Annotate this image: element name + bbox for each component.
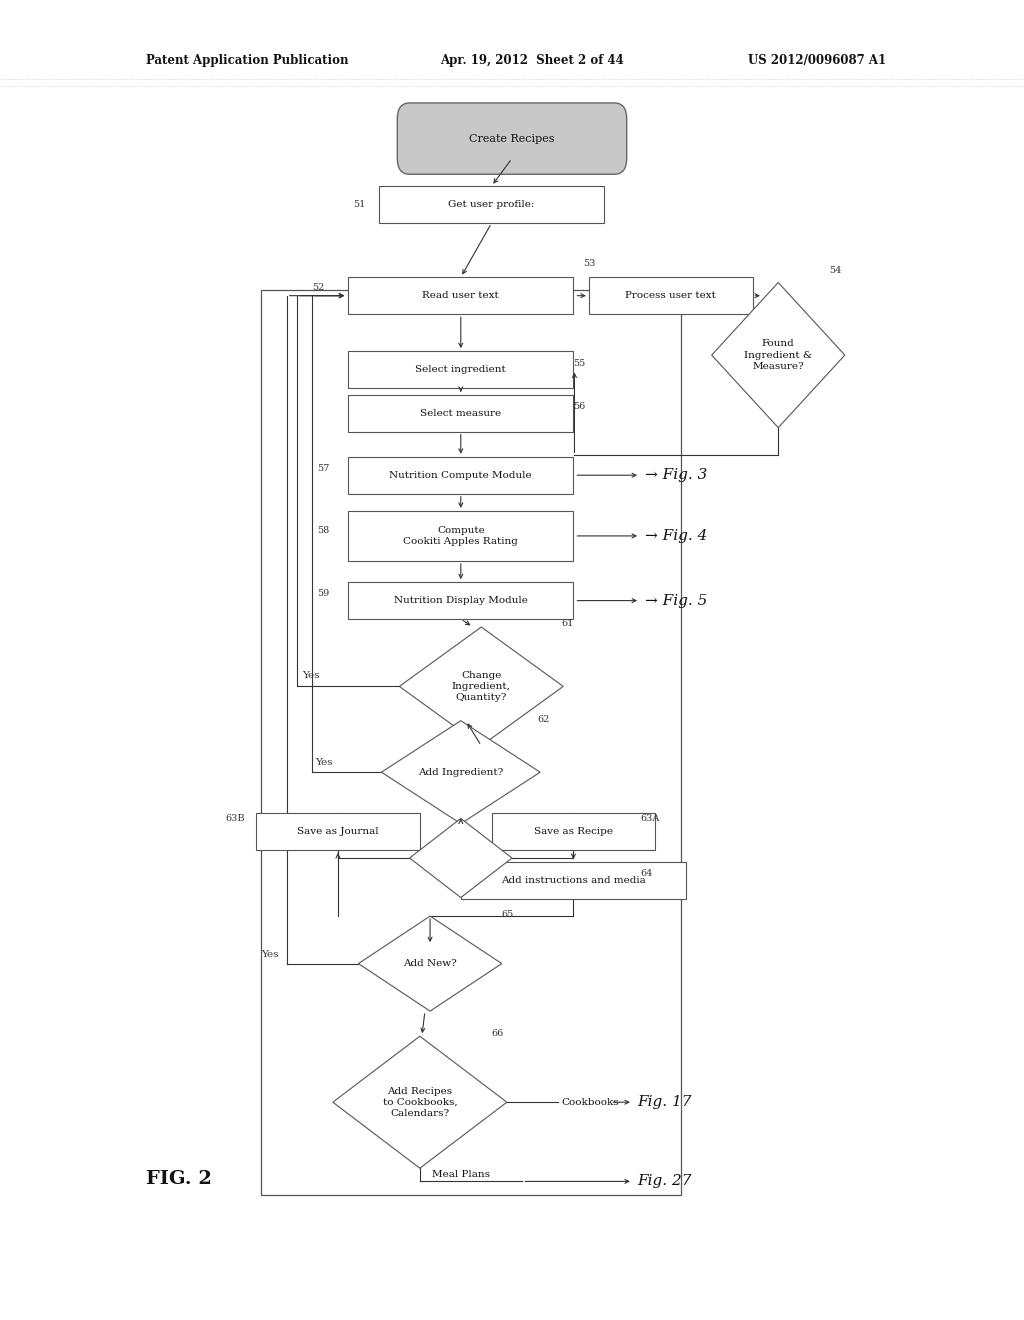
Text: Select ingredient: Select ingredient — [416, 366, 506, 374]
FancyBboxPatch shape — [348, 582, 573, 619]
FancyBboxPatch shape — [348, 277, 573, 314]
Text: 56: 56 — [573, 403, 586, 411]
Polygon shape — [410, 818, 512, 898]
Text: 63B: 63B — [225, 814, 245, 822]
FancyBboxPatch shape — [348, 511, 573, 561]
Text: FIG. 2: FIG. 2 — [146, 1170, 212, 1188]
Text: Save as Recipe: Save as Recipe — [534, 828, 613, 836]
Text: Yes: Yes — [261, 950, 279, 958]
Text: Cookbooks: Cookbooks — [561, 1098, 618, 1106]
Text: Apr. 19, 2012  Sheet 2 of 44: Apr. 19, 2012 Sheet 2 of 44 — [440, 54, 624, 67]
FancyBboxPatch shape — [348, 457, 573, 494]
Text: 59: 59 — [317, 590, 330, 598]
Text: 58: 58 — [317, 527, 330, 535]
Polygon shape — [712, 282, 845, 428]
Text: Found
Ingredient &
Measure?: Found Ingredient & Measure? — [744, 339, 812, 371]
Text: 64: 64 — [640, 870, 652, 878]
Text: Get user profile:: Get user profile: — [449, 201, 535, 209]
Text: 53: 53 — [584, 260, 596, 268]
Text: → Fig. 5: → Fig. 5 — [645, 594, 708, 607]
Text: Nutrition Display Module: Nutrition Display Module — [394, 597, 527, 605]
Text: Patent Application Publication: Patent Application Publication — [146, 54, 349, 67]
Text: 65: 65 — [502, 911, 514, 919]
FancyBboxPatch shape — [348, 351, 573, 388]
Polygon shape — [358, 916, 502, 1011]
Text: Yes: Yes — [302, 672, 319, 680]
Text: Compute
Cookiti Apples Rating: Compute Cookiti Apples Rating — [403, 525, 518, 546]
Text: → Fig. 4: → Fig. 4 — [645, 529, 708, 543]
FancyBboxPatch shape — [461, 862, 686, 899]
Text: Yes: Yes — [315, 759, 333, 767]
Text: 61: 61 — [561, 619, 573, 627]
Text: 52: 52 — [312, 284, 325, 292]
Text: Nutrition Compute Module: Nutrition Compute Module — [389, 471, 532, 479]
Text: Read user text: Read user text — [423, 292, 499, 300]
Text: Fig. 17: Fig. 17 — [637, 1096, 691, 1109]
Text: 66: 66 — [492, 1030, 504, 1038]
FancyBboxPatch shape — [397, 103, 627, 174]
Text: Select measure: Select measure — [420, 409, 502, 417]
FancyBboxPatch shape — [492, 813, 655, 850]
Text: 57: 57 — [317, 465, 330, 473]
Text: Add Ingredient?: Add Ingredient? — [418, 768, 504, 776]
Text: Create Recipes: Create Recipes — [469, 133, 555, 144]
Polygon shape — [333, 1036, 507, 1168]
Text: 62: 62 — [538, 715, 550, 723]
Text: 55: 55 — [573, 359, 586, 367]
FancyBboxPatch shape — [589, 277, 753, 314]
FancyBboxPatch shape — [348, 395, 573, 432]
Text: Process user text: Process user text — [626, 292, 716, 300]
Text: Meal Plans: Meal Plans — [432, 1171, 490, 1179]
Polygon shape — [399, 627, 563, 746]
FancyBboxPatch shape — [379, 186, 604, 223]
Text: Add instructions and media: Add instructions and media — [501, 876, 646, 884]
Text: Change
Ingredient,
Quantity?: Change Ingredient, Quantity? — [452, 671, 511, 702]
Text: Add Recipes
to Cookbooks,
Calendars?: Add Recipes to Cookbooks, Calendars? — [383, 1086, 457, 1118]
Text: Fig. 27: Fig. 27 — [637, 1175, 691, 1188]
Text: 51: 51 — [353, 201, 366, 209]
Text: Add New?: Add New? — [403, 960, 457, 968]
Text: 54: 54 — [829, 267, 842, 275]
Text: US 2012/0096087 A1: US 2012/0096087 A1 — [748, 54, 886, 67]
FancyBboxPatch shape — [256, 813, 420, 850]
Text: Save as Journal: Save as Journal — [297, 828, 379, 836]
Text: 63A: 63A — [640, 814, 659, 822]
Text: → Fig. 3: → Fig. 3 — [645, 469, 708, 482]
Polygon shape — [381, 721, 541, 824]
